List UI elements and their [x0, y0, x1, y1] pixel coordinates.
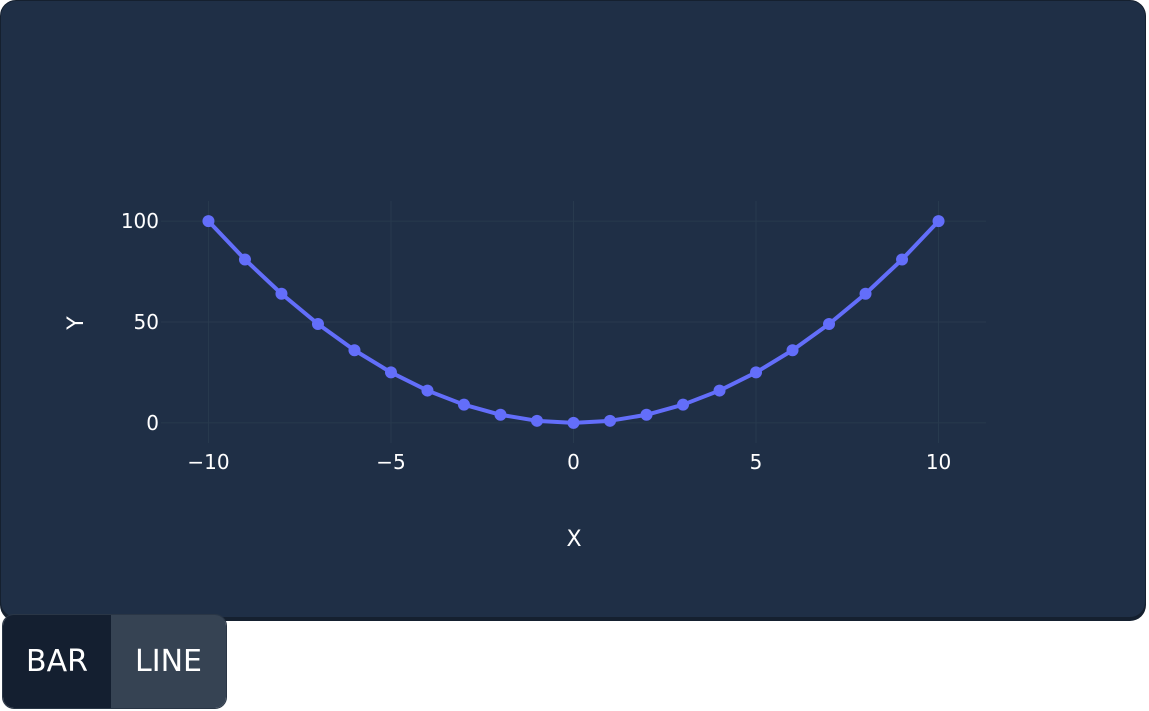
data-point	[713, 384, 726, 397]
data-point	[457, 398, 470, 411]
x-axis-title: X	[566, 527, 581, 552]
line-chart: −10 −5 0 5 10 0 50 100 X Y	[64, 201, 986, 552]
chart-type-toggle: BAR LINE	[2, 614, 227, 709]
grid	[161, 201, 986, 443]
data-point	[567, 416, 580, 429]
data-point	[202, 215, 215, 228]
data-point	[896, 253, 909, 266]
data-point	[677, 398, 690, 411]
data-point	[750, 366, 763, 379]
x-tick-label: 10	[926, 450, 951, 474]
bar-button[interactable]: BAR	[3, 615, 111, 708]
y-tick-label: 50	[134, 310, 159, 334]
data-point	[238, 253, 251, 266]
y-axis-ticks: 0 50 100	[121, 209, 159, 435]
y-tick-label: 0	[146, 411, 159, 435]
data-point	[932, 215, 945, 228]
data-point	[640, 408, 653, 421]
x-tick-label: −10	[187, 450, 229, 474]
chart-card: −10 −5 0 5 10 0 50 100 X Y	[0, 0, 1146, 618]
data-point	[421, 384, 434, 397]
data-point	[530, 414, 543, 427]
x-tick-label: −5	[376, 450, 405, 474]
data-point	[348, 344, 361, 357]
data-point	[604, 414, 617, 427]
y-axis-title: Y	[64, 316, 89, 331]
data-point	[494, 408, 507, 421]
data-point	[384, 366, 397, 379]
data-point	[786, 344, 799, 357]
data-point	[859, 287, 872, 300]
data-point	[275, 287, 288, 300]
line-button[interactable]: LINE	[111, 615, 226, 708]
data-point	[311, 318, 324, 331]
y-tick-label: 100	[121, 209, 159, 233]
x-tick-label: 0	[567, 450, 580, 474]
x-axis-ticks: −10 −5 0 5 10	[187, 450, 951, 474]
series	[202, 215, 945, 429]
x-tick-label: 5	[750, 450, 763, 474]
data-point	[823, 318, 836, 331]
